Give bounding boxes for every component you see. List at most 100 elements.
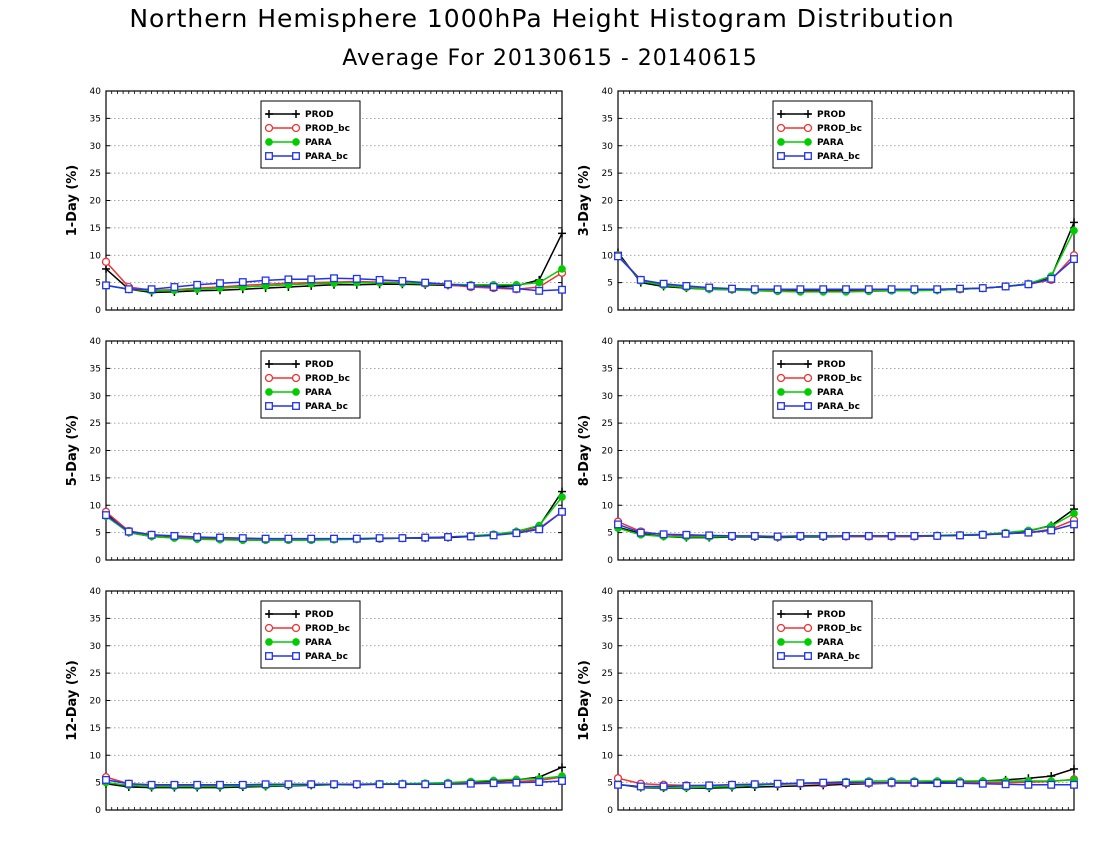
data-point bbox=[466, 532, 475, 541]
data-point bbox=[796, 531, 805, 540]
legend: PROD PROD_bc PARA PARA_bc bbox=[772, 600, 873, 669]
legend-box bbox=[260, 600, 361, 669]
legend-marker bbox=[265, 152, 273, 160]
y-tick-label: 40 bbox=[602, 87, 614, 97]
y-tick-label: 0 bbox=[607, 556, 613, 566]
y-tick-label: 0 bbox=[95, 556, 101, 566]
y-tick-label: 30 bbox=[602, 142, 614, 152]
y-tick-label: 5 bbox=[607, 279, 613, 289]
data-point bbox=[887, 531, 896, 540]
data-point bbox=[193, 280, 202, 289]
data-point bbox=[284, 780, 293, 789]
series-line bbox=[617, 222, 1075, 292]
legend-marker bbox=[804, 388, 812, 396]
y-tick-label: 5 bbox=[95, 529, 101, 539]
data-point bbox=[101, 257, 111, 266]
data-point bbox=[307, 534, 316, 543]
y-tick-label: 5 bbox=[95, 279, 101, 289]
data-point bbox=[284, 534, 293, 543]
legend-marker bbox=[265, 652, 273, 660]
legend-label: PROD bbox=[817, 110, 846, 120]
data-point bbox=[558, 285, 566, 294]
legend-marker bbox=[292, 402, 300, 410]
data-point bbox=[558, 265, 566, 273]
legend: PROD PROD_bc PARA PARA_bc bbox=[260, 600, 361, 669]
chart-panel-1: 0 5 10 15 20 25 30 35 40 1-Day (%) PROD PROD_bc PARA… bbox=[65, 87, 567, 316]
y-tick-label: 0 bbox=[607, 806, 613, 816]
data-point bbox=[705, 781, 714, 790]
legend-marker bbox=[292, 152, 300, 160]
y-tick-label: 10 bbox=[90, 751, 102, 761]
data-point bbox=[796, 285, 805, 294]
legend: PROD PROD_bc PARA PARA_bc bbox=[772, 350, 873, 419]
legend-label: PROD bbox=[817, 360, 846, 370]
data-point bbox=[682, 281, 691, 290]
data-point bbox=[421, 533, 430, 542]
y-tick-label: 5 bbox=[95, 779, 101, 789]
series-PARA_bc bbox=[102, 775, 566, 789]
legend-marker bbox=[264, 123, 274, 133]
legend: PROD PROD_bc PARA PARA_bc bbox=[260, 100, 361, 169]
data-point bbox=[330, 534, 338, 543]
data-point bbox=[614, 780, 622, 789]
data-point bbox=[375, 780, 384, 789]
data-point bbox=[466, 779, 475, 788]
y-tick-label: 0 bbox=[95, 806, 101, 816]
data-point bbox=[864, 285, 873, 294]
data-point bbox=[238, 780, 247, 789]
legend-box bbox=[260, 100, 361, 169]
data-point bbox=[375, 275, 384, 284]
y-tick-label: 40 bbox=[602, 587, 614, 597]
data-point bbox=[307, 275, 316, 284]
data-point bbox=[887, 778, 896, 787]
data-point bbox=[750, 531, 759, 540]
data-point bbox=[728, 780, 736, 789]
legend-marker bbox=[804, 152, 812, 160]
series-PARA_bc bbox=[614, 778, 1078, 791]
data-point bbox=[535, 278, 544, 287]
data-point bbox=[1070, 780, 1078, 789]
data-point bbox=[956, 284, 964, 293]
legend-marker bbox=[804, 402, 812, 410]
data-point bbox=[910, 778, 919, 787]
data-point bbox=[773, 285, 782, 294]
y-tick-label: 5 bbox=[607, 529, 613, 539]
y-tick-label: 40 bbox=[90, 87, 102, 97]
data-point bbox=[375, 534, 384, 543]
y-tick-label: 15 bbox=[90, 224, 101, 234]
legend-marker bbox=[776, 623, 786, 633]
data-point bbox=[819, 778, 828, 787]
data-point bbox=[398, 534, 407, 543]
legend-label: PARA_bc bbox=[817, 402, 860, 412]
data-point bbox=[284, 275, 293, 284]
y-tick-label: 30 bbox=[90, 142, 102, 152]
data-point bbox=[636, 782, 645, 791]
y-tick-label: 35 bbox=[602, 114, 613, 124]
y-tick-label: 25 bbox=[602, 169, 613, 179]
data-point bbox=[933, 531, 942, 540]
data-point bbox=[421, 278, 430, 287]
y-tick-label: 25 bbox=[90, 669, 101, 679]
data-point bbox=[147, 780, 156, 789]
chart-panel-5: 0 5 10 15 20 25 30 35 40 12-Day (%) PROD PROD_bc PAR… bbox=[65, 587, 567, 816]
data-point bbox=[238, 534, 247, 543]
legend-marker bbox=[264, 373, 274, 383]
chart-panel-3: 0 5 10 15 20 25 30 35 40 5-Day (%) PROD PROD_bc PARA… bbox=[65, 337, 567, 566]
legend-label: PARA_bc bbox=[817, 652, 860, 662]
data-point bbox=[842, 531, 850, 540]
legend-label: PROD_bc bbox=[817, 124, 862, 134]
data-point bbox=[659, 782, 668, 791]
y-tick-label: 0 bbox=[607, 306, 613, 316]
data-point bbox=[102, 281, 110, 290]
data-point bbox=[216, 780, 224, 789]
data-point bbox=[466, 281, 475, 290]
data-point bbox=[330, 274, 338, 283]
data-point bbox=[535, 778, 544, 787]
chart-panel-2: 0 5 10 15 20 25 30 35 40 3-Day (%) PROD PROD_bc PARA… bbox=[577, 87, 1079, 316]
legend-marker bbox=[804, 638, 812, 646]
legend-marker bbox=[804, 652, 812, 660]
data-point bbox=[842, 778, 850, 787]
legend-marker bbox=[264, 623, 274, 633]
y-tick-label: 10 bbox=[90, 251, 102, 261]
data-point bbox=[170, 531, 179, 540]
